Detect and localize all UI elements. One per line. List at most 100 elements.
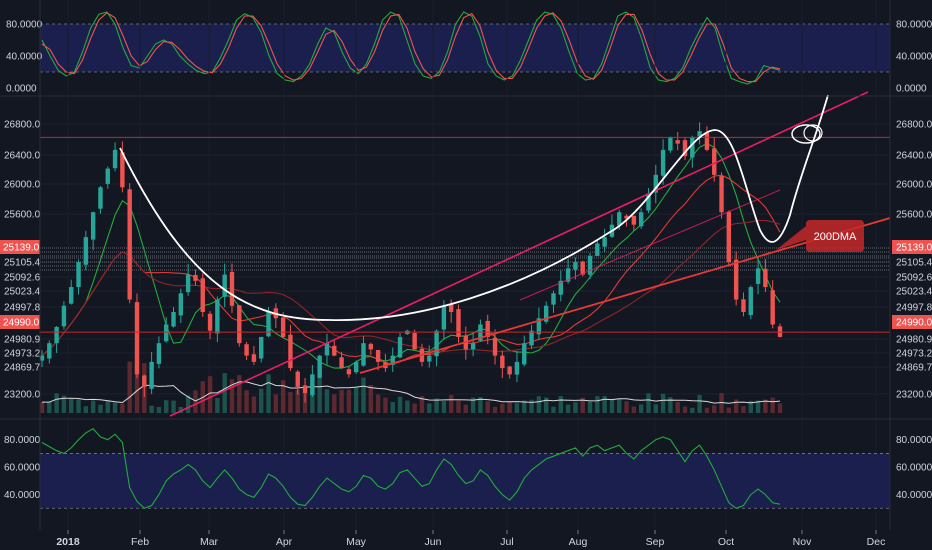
stochastic-tick-label: 0.0000 bbox=[6, 84, 37, 95]
candle-body bbox=[682, 140, 688, 157]
trendline-drawing bbox=[519, 189, 781, 301]
volume-bar bbox=[353, 387, 359, 413]
volume-bar bbox=[90, 400, 96, 413]
text-box-drawing bbox=[776, 220, 864, 252]
price-tick-label: 26400.0 bbox=[896, 151, 932, 162]
volume-bar bbox=[120, 403, 125, 413]
price-tick-label: 24980.9 bbox=[4, 335, 41, 346]
candle-body bbox=[76, 262, 81, 288]
candle-body bbox=[624, 215, 629, 219]
candle-body bbox=[660, 149, 666, 176]
candle-body bbox=[427, 355, 432, 362]
candle-body bbox=[748, 287, 753, 316]
candle-body bbox=[310, 374, 315, 396]
time-tick-label: Aug bbox=[569, 536, 588, 548]
volume-bar bbox=[682, 406, 688, 413]
volume-bar bbox=[273, 394, 279, 413]
stochastic-axis-right: 80.0000 40.0000 0.0000 bbox=[896, 20, 932, 95]
volume-bar bbox=[675, 402, 680, 413]
price-tick-label: 24973.2 bbox=[4, 349, 41, 360]
price-tick-label: 26000.0 bbox=[4, 180, 41, 191]
candle-body bbox=[456, 309, 461, 337]
candle-body bbox=[178, 293, 184, 316]
volume-bar bbox=[500, 403, 505, 413]
candle-body bbox=[573, 262, 578, 270]
time-tick-label: Oct bbox=[718, 536, 734, 548]
price-grid bbox=[40, 0, 890, 530]
volume-bar bbox=[573, 402, 578, 413]
candle-body bbox=[668, 137, 673, 151]
candle-body bbox=[551, 293, 556, 305]
candle-body bbox=[127, 189, 132, 300]
candle-body bbox=[69, 287, 74, 304]
candle-body bbox=[149, 361, 154, 389]
candle-body bbox=[434, 330, 439, 357]
stochastic-band bbox=[40, 24, 890, 72]
time-tick-label: Nov bbox=[793, 536, 812, 548]
volume-bar bbox=[222, 373, 227, 413]
price-panel: 200DMA 26800.0 26400.0 26000.0 25600.0 25105… bbox=[0, 0, 932, 530]
volume-bar bbox=[755, 400, 761, 413]
volume-bar bbox=[405, 400, 410, 413]
circle-drawing bbox=[791, 124, 821, 144]
rsi-panel: 80.0000 60.0000 40.0000 80.0000 60.0000 40.0… bbox=[4, 428, 932, 509]
volume-bar bbox=[339, 389, 344, 413]
volume-bar bbox=[207, 376, 213, 413]
volume-bar bbox=[149, 405, 154, 413]
time-tick-label: 2018 bbox=[56, 536, 80, 548]
candle-body bbox=[397, 336, 403, 358]
price-tag-label: 25139.0 bbox=[896, 243, 932, 254]
volume-bar bbox=[215, 397, 220, 413]
candle-body bbox=[142, 375, 147, 387]
volume-bar bbox=[763, 399, 768, 413]
volume-bar bbox=[733, 399, 739, 413]
volume-bar bbox=[529, 399, 534, 413]
candle-body bbox=[602, 237, 607, 247]
volume-bar bbox=[383, 397, 388, 413]
text-box-label: 200DMA bbox=[814, 231, 857, 243]
price-tick-label: 25023.4 bbox=[4, 287, 41, 298]
candle-body bbox=[536, 318, 542, 335]
candle-body bbox=[587, 255, 593, 275]
candle-body bbox=[295, 371, 300, 387]
volume-bar bbox=[485, 401, 490, 413]
candle-body bbox=[507, 366, 512, 375]
rsi-tick-label: 60.0000 bbox=[896, 463, 932, 474]
volume-ma-line bbox=[42, 381, 781, 404]
volume-bar bbox=[595, 396, 600, 413]
candle-body bbox=[595, 243, 600, 256]
circle-drawing bbox=[803, 124, 823, 142]
stochastic-panel: 80.0000 40.0000 0.0000 80.0000 40.0000 0.000… bbox=[6, 0, 932, 95]
volume-bar bbox=[617, 398, 622, 413]
candle-body bbox=[770, 290, 775, 325]
price-tick-label: 26800.0 bbox=[4, 120, 41, 131]
cup-curve-drawing bbox=[119, 94, 829, 321]
candle-body bbox=[302, 385, 308, 394]
stochastic-tick-label: 0.0000 bbox=[896, 84, 927, 95]
candle-body bbox=[470, 343, 476, 350]
volume-bar bbox=[397, 396, 403, 413]
volume-bar bbox=[441, 400, 447, 413]
candle-body bbox=[514, 361, 520, 375]
candle-body bbox=[229, 271, 235, 306]
price-tick-label: 24997.8 bbox=[896, 303, 932, 314]
volume-bar bbox=[697, 394, 702, 413]
price-tick-label: 25105.4 bbox=[896, 258, 932, 269]
time-axis[interactable]: 2018 Feb Mar Apr May Jun Jul Aug Sep Oct Nov Dec bbox=[0, 530, 932, 550]
volume-bar bbox=[69, 398, 74, 413]
volume-bar bbox=[646, 393, 651, 413]
volume-bar bbox=[777, 403, 783, 413]
candle-body bbox=[755, 268, 761, 284]
volume-bar bbox=[288, 391, 293, 413]
candle-body bbox=[646, 193, 651, 211]
volume-bar bbox=[127, 361, 132, 413]
volume-bar bbox=[54, 393, 59, 413]
candle-body bbox=[565, 268, 571, 282]
rsi-band bbox=[40, 453, 890, 509]
candle-body bbox=[580, 261, 585, 275]
candle-body bbox=[90, 212, 96, 240]
price-tag bbox=[0, 240, 40, 254]
volume-bar bbox=[419, 396, 425, 413]
price-axis-right: 26800.0 26400.0 26000.0 25600.0 25105.4 25092… bbox=[892, 120, 932, 401]
